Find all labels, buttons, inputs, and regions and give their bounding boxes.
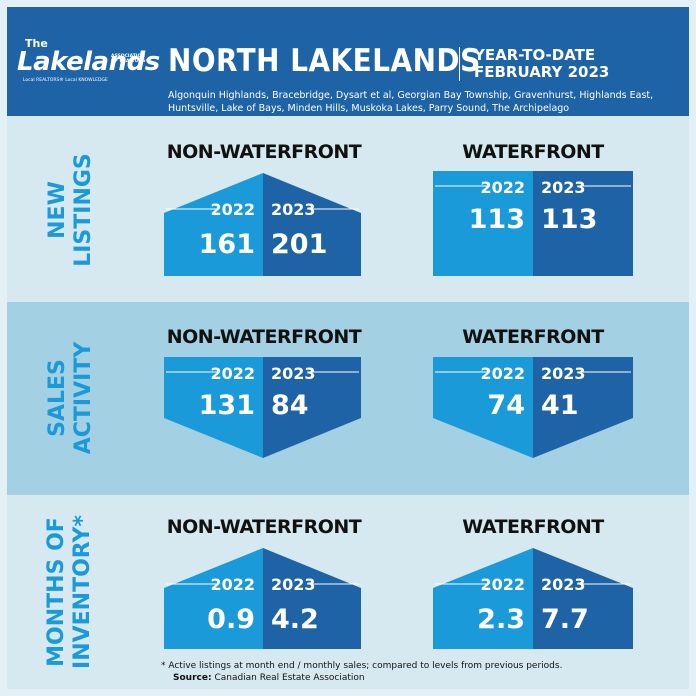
value-label-2023: 113 [541, 204, 597, 235]
year-label-2023: 2023 [541, 575, 586, 594]
value-label-2023: 41 [541, 390, 579, 421]
source-label: Source: [173, 673, 212, 683]
year-label-2022: 2022 [480, 178, 525, 197]
year-label-2023: 2023 [541, 178, 586, 197]
logo-sub: ASSOCIATION OF REALTORS® [111, 54, 150, 64]
year-label-2022: 2022 [210, 200, 255, 219]
year-label-2023: 2023 [541, 364, 586, 383]
period-label: YEAR-TO-DATE FEBRUARY 2023 [474, 47, 609, 81]
year-label-2022: 2022 [480, 364, 525, 383]
logo-the: The [25, 37, 48, 50]
region-list: Algonquin Highlands, Bracebridge, Dysart… [168, 90, 654, 114]
column-header-non-waterfront: NON-WATERFRONT [166, 516, 362, 538]
logo-tagline: Local REALTORS® Local KNOWLEDGE [23, 78, 108, 83]
lakelands-logo: The Lakelands ASSOCIATION OF REALTORS® L… [17, 37, 160, 83]
bar-2023 [533, 357, 633, 458]
panel-1: 2022 2023 161 201 [164, 173, 361, 276]
bar-2022 [433, 548, 533, 649]
bar-2022 [164, 357, 263, 458]
page-title: NORTH LAKELANDS [168, 43, 481, 79]
bar-2023 [263, 548, 361, 649]
footnote-note: * Active listings at month end / monthly… [161, 661, 563, 671]
panel-3: 2022 2023 131 84 [164, 357, 361, 458]
value-label-2023: 84 [271, 390, 309, 421]
period-line-1: YEAR-TO-DATE [474, 46, 596, 64]
value-label-2022: 113 [469, 204, 525, 235]
year-label-2022: 2022 [210, 575, 255, 594]
panel-6: 2022 2023 2.3 7.7 [433, 548, 633, 649]
bar-2023 [533, 171, 633, 276]
value-label-2023: 4.2 [271, 604, 319, 635]
value-label-2023: 7.7 [541, 604, 589, 635]
year-label-2023: 2023 [271, 364, 316, 383]
value-label-2022: 74 [487, 390, 525, 421]
column-header-non-waterfront: NON-WATERFRONT [166, 326, 362, 348]
panel-4: 2022 2023 74 41 [433, 357, 633, 458]
bar-2022 [433, 357, 533, 458]
bar-2022 [164, 548, 263, 649]
bar-2023 [263, 173, 361, 276]
header-banner: The Lakelands ASSOCIATION OF REALTORS® L… [7, 7, 689, 116]
logo-name: Lakelands [17, 47, 160, 77]
value-label-2022: 2.3 [477, 604, 525, 635]
title-divider [459, 47, 460, 81]
footnote-source: Source: Canadian Real Estate Association [173, 672, 562, 684]
year-label-2022: 2022 [480, 575, 525, 594]
column-header-non-waterfront: NON-WATERFRONT [166, 141, 362, 163]
column-header-waterfront: WATERFRONT [462, 516, 604, 538]
footnote: * Active listings at month end / monthly… [161, 660, 562, 684]
bar-2022 [433, 171, 533, 276]
bar-2023 [263, 357, 361, 458]
source-text: Canadian Real Estate Association [214, 673, 365, 683]
bar-2022 [164, 173, 263, 276]
value-label-2023: 201 [271, 229, 327, 260]
value-label-2022: 0.9 [207, 604, 255, 635]
period-line-2: FEBRUARY 2023 [474, 63, 610, 81]
value-label-2022: 161 [199, 229, 255, 260]
year-label-2023: 2023 [271, 575, 316, 594]
year-label-2023: 2023 [271, 200, 316, 219]
value-label-2022: 131 [199, 390, 255, 421]
panel-2: 2022 2023 113 113 [433, 171, 633, 276]
year-label-2022: 2022 [210, 364, 255, 383]
bar-2023 [533, 548, 633, 649]
column-header-waterfront: WATERFRONT [462, 326, 604, 348]
column-header-waterfront: WATERFRONT [462, 141, 604, 163]
panel-5: 2022 2023 0.9 4.2 [164, 548, 361, 649]
